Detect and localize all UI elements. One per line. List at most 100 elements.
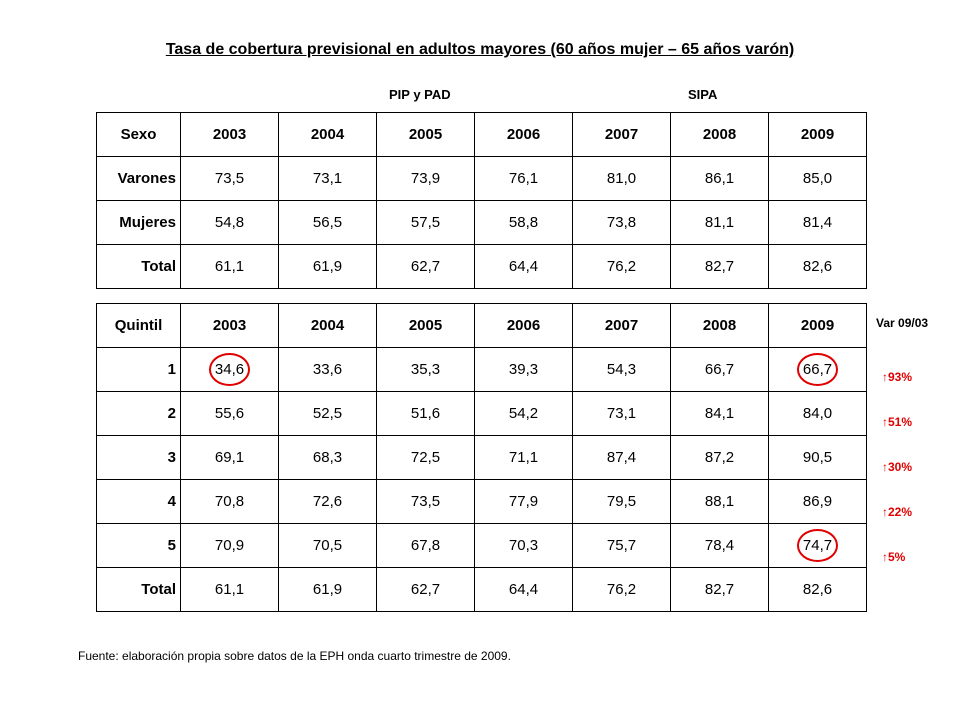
table-cell: 73,1 — [278, 156, 377, 201]
table-row: 4 70,8 72,6 73,5 77,9 79,5 88,1 86,9 — [96, 479, 867, 524]
table-cell: 86,9 — [768, 479, 867, 524]
source-note: Fuente: elaboración propia sobre datos d… — [78, 649, 511, 663]
column-header: 2006 — [474, 303, 573, 348]
table-cell: 35,3 — [376, 347, 475, 392]
variation-item: ↑22% — [882, 505, 913, 519]
table-cell: 54,2 — [474, 391, 573, 436]
table-cell: 72,5 — [376, 435, 475, 480]
highlight-circle — [796, 529, 839, 562]
table-cell: 64,4 — [474, 567, 573, 612]
table-cell: 79,5 — [572, 479, 671, 524]
table-cell: 73,8 — [572, 200, 671, 245]
column-header: Quintil — [96, 303, 181, 348]
table-cell: 87,2 — [670, 435, 769, 480]
table-cell: 67,8 — [376, 523, 475, 568]
row-label: 2 — [96, 391, 181, 436]
table-cell: 76,2 — [572, 244, 671, 289]
table-cell: 69,1 — [180, 435, 279, 480]
column-header: 2004 — [278, 303, 377, 348]
table-cell: 73,1 — [572, 391, 671, 436]
row-label: Total — [96, 567, 181, 612]
variation-item: ↑30% — [882, 460, 913, 474]
table-cell: 82,6 — [768, 567, 867, 612]
table-cell: 70,3 — [474, 523, 573, 568]
table-row: 5 70,9 70,5 67,8 70,3 75,7 78,4 74,7 — [96, 523, 867, 568]
table-cell: 72,6 — [278, 479, 377, 524]
group-label-sipa: SIPA — [688, 87, 718, 102]
table-cell: 54,3 — [572, 347, 671, 392]
table-cell-highlighted: 66,7 — [768, 347, 867, 392]
table-cell: 84,1 — [670, 391, 769, 436]
column-header: 2007 — [572, 303, 671, 348]
variation-label: Var 09/03 — [876, 316, 929, 330]
variation-item: ↑93% — [882, 370, 913, 384]
table-cell: 70,9 — [180, 523, 279, 568]
table-cell: 70,5 — [278, 523, 377, 568]
table-cell: 78,4 — [670, 523, 769, 568]
row-label: 4 — [96, 479, 181, 524]
table-cell: 75,7 — [572, 523, 671, 568]
table-cell: 52,5 — [278, 391, 377, 436]
highlight-circle — [796, 353, 839, 386]
table-cell: 61,1 — [180, 567, 279, 612]
table-cell: 90,5 — [768, 435, 867, 480]
table-cell: 73,9 — [376, 156, 475, 201]
highlight-circle — [208, 353, 251, 386]
table-cell: 82,7 — [670, 244, 769, 289]
table-row: 3 69,1 68,3 72,5 71,1 87,4 87,2 90,5 — [96, 435, 867, 480]
table-header-row: Quintil 2003 2004 2005 2006 2007 2008 20… — [96, 303, 867, 348]
table-row: Total 61,1 61,9 62,7 64,4 76,2 82,7 82,6 — [96, 567, 867, 612]
row-label: Mujeres — [96, 200, 181, 245]
table-cell: 77,9 — [474, 479, 573, 524]
table-row: 1 34,6 33,6 35,3 39,3 54,3 66,7 66,7 — [96, 347, 867, 392]
table-cell: 82,7 — [670, 567, 769, 612]
table-cell: 61,1 — [180, 244, 279, 289]
column-header: 2003 — [180, 303, 279, 348]
table-cell: 58,8 — [474, 200, 573, 245]
table-row: 2 55,6 52,5 51,6 54,2 73,1 84,1 84,0 — [96, 391, 867, 436]
table-cell: 61,9 — [278, 244, 377, 289]
column-header: 2009 — [768, 303, 867, 348]
table-cell: 87,4 — [572, 435, 671, 480]
column-header: 2003 — [180, 112, 279, 157]
table-cell: 86,1 — [670, 156, 769, 201]
table-cell: 68,3 — [278, 435, 377, 480]
variation-item: ↑51% — [882, 415, 913, 429]
row-label: Varones — [96, 156, 181, 201]
column-header: 2007 — [572, 112, 671, 157]
column-header: Sexo — [96, 112, 181, 157]
column-header: 2004 — [278, 112, 377, 157]
table-cell: 62,7 — [376, 244, 475, 289]
column-header: 2005 — [376, 303, 475, 348]
group-label-pip-pad: PIP y PAD — [389, 87, 451, 102]
coverage-by-quintile-table: Quintil 2003 2004 2005 2006 2007 2008 20… — [96, 303, 867, 612]
column-header: 2006 — [474, 112, 573, 157]
variation-item: ↑5% — [882, 550, 906, 564]
table-cell: 51,6 — [376, 391, 475, 436]
table-cell: 55,6 — [180, 391, 279, 436]
table-cell-highlighted: 34,6 — [180, 347, 279, 392]
table-cell-highlighted: 74,7 — [768, 523, 867, 568]
table-cell: 71,1 — [474, 435, 573, 480]
table-cell: 73,5 — [376, 479, 475, 524]
table-cell: 84,0 — [768, 391, 867, 436]
table-cell: 62,7 — [376, 567, 475, 612]
table-cell: 61,9 — [278, 567, 377, 612]
table-cell: 56,5 — [278, 200, 377, 245]
table-row: Total 61,1 61,9 62,7 64,4 76,2 82,7 82,6 — [96, 244, 867, 289]
table-cell: 82,6 — [768, 244, 867, 289]
column-header: 2008 — [670, 112, 769, 157]
table-cell: 66,7 — [670, 347, 769, 392]
column-header: 2005 — [376, 112, 475, 157]
table-cell: 73,5 — [180, 156, 279, 201]
table-row: Mujeres 54,8 56,5 57,5 58,8 73,8 81,1 81… — [96, 200, 867, 245]
table-header-row: Sexo 2003 2004 2005 2006 2007 2008 2009 — [96, 112, 867, 157]
table-cell: 88,1 — [670, 479, 769, 524]
table-cell: 39,3 — [474, 347, 573, 392]
row-label: 5 — [96, 523, 181, 568]
table-cell: 85,0 — [768, 156, 867, 201]
table-cell: 81,4 — [768, 200, 867, 245]
coverage-by-sex-table: Sexo 2003 2004 2005 2006 2007 2008 2009 … — [96, 112, 867, 289]
column-header: 2008 — [670, 303, 769, 348]
table-cell: 81,1 — [670, 200, 769, 245]
